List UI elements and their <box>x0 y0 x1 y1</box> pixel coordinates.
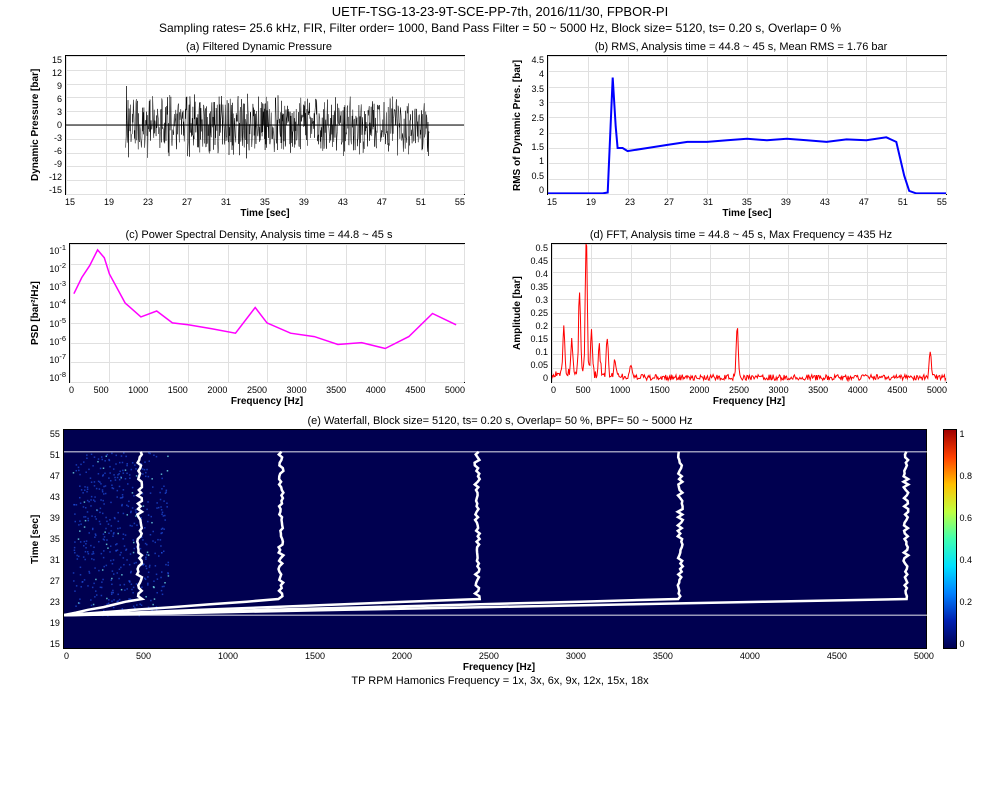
panel-c-xlabel: Frequency [Hz] <box>69 396 465 407</box>
panel-a-yticks: 15129630-3-6-9-12-15 <box>43 55 65 195</box>
header-main: UETF-TSG-13-23-9T-SCE-PP-7th, 2016/11/30… <box>0 4 1000 19</box>
panel-a-xlabel: Time [sec] <box>65 208 465 219</box>
panel-a-ylabel: Dynamic Pressure [bar] <box>28 55 43 195</box>
panel-d-ylabel: Amplitude [bar] <box>510 243 525 383</box>
panel-d-yticks: 0.50.450.40.350.30.250.20.150.10.050 <box>525 243 551 383</box>
panel-a-title: (a) Filtered Dynamic Pressure <box>28 41 490 53</box>
panel-b-yticks: 4.543.532.521.510.50 <box>525 55 547 195</box>
panel-d-plot <box>551 243 947 383</box>
panel-e-xticks: 0500100015002000250030003500400045005000 <box>64 649 934 661</box>
panel-e-colorbar <box>943 429 957 649</box>
panel-b-title: (b) RMS, Analysis time = 44.8 ~ 45 s, Me… <box>510 41 972 53</box>
panel-e-plot <box>63 429 927 649</box>
panel-e-ylabel: Time [sec] <box>28 429 43 649</box>
panel-d: (d) FFT, Analysis time = 44.8 ~ 45 s, Ma… <box>510 229 972 407</box>
panel-c-xticks: 0500100015002000250030003500400045005000 <box>69 383 465 395</box>
figure-header: UETF-TSG-13-23-9T-SCE-PP-7th, 2016/11/30… <box>0 0 1000 37</box>
panel-a-xticks: 1519232731353943475155 <box>65 195 465 207</box>
panel-b-ylabel: RMS of Dynamic Pres. [bar] <box>510 55 525 195</box>
panel-e-yticks: 5551474339353127231915 <box>43 429 63 649</box>
panel-d-title: (d) FFT, Analysis time = 44.8 ~ 45 s, Ma… <box>510 229 972 241</box>
row3: (e) Waterfall, Block size= 5120, ts= 0.2… <box>0 407 1000 673</box>
panel-c-plot <box>69 243 465 383</box>
panel-e-title: (e) Waterfall, Block size= 5120, ts= 0.2… <box>28 415 972 427</box>
panel-c-yticks: 10-110-210-310-410-510-610-710-8 <box>43 243 69 383</box>
header-sub: Sampling rates= 25.6 kHz, FIR, Filter or… <box>0 21 1000 35</box>
row1: (a) Filtered Dynamic Pressure Dynamic Pr… <box>0 41 1000 219</box>
panel-e: (e) Waterfall, Block size= 5120, ts= 0.2… <box>28 415 972 673</box>
panel-b-plot <box>547 55 947 195</box>
panel-a-plot <box>65 55 465 195</box>
panel-c-title: (c) Power Spectral Density, Analysis tim… <box>28 229 490 241</box>
panel-d-xlabel: Frequency [Hz] <box>551 396 947 407</box>
panel-e-colorbar-ticks: 10.80.60.40.20 <box>957 429 973 649</box>
panel-b-xlabel: Time [sec] <box>547 208 947 219</box>
panel-e-xlabel: Frequency [Hz] <box>64 662 934 673</box>
panel-a: (a) Filtered Dynamic Pressure Dynamic Pr… <box>28 41 490 219</box>
panel-c: (c) Power Spectral Density, Analysis tim… <box>28 229 490 407</box>
footer-text: TP RPM Hamonics Frequency = 1x, 3x, 6x, … <box>0 675 1000 687</box>
panel-b-xticks: 1519232731353943475155 <box>547 195 947 207</box>
row2: (c) Power Spectral Density, Analysis tim… <box>0 229 1000 407</box>
panel-b: (b) RMS, Analysis time = 44.8 ~ 45 s, Me… <box>510 41 972 219</box>
panel-c-ylabel: PSD [bar²/Hz] <box>28 243 43 383</box>
panel-d-xticks: 0500100015002000250030003500400045005000 <box>551 383 947 395</box>
